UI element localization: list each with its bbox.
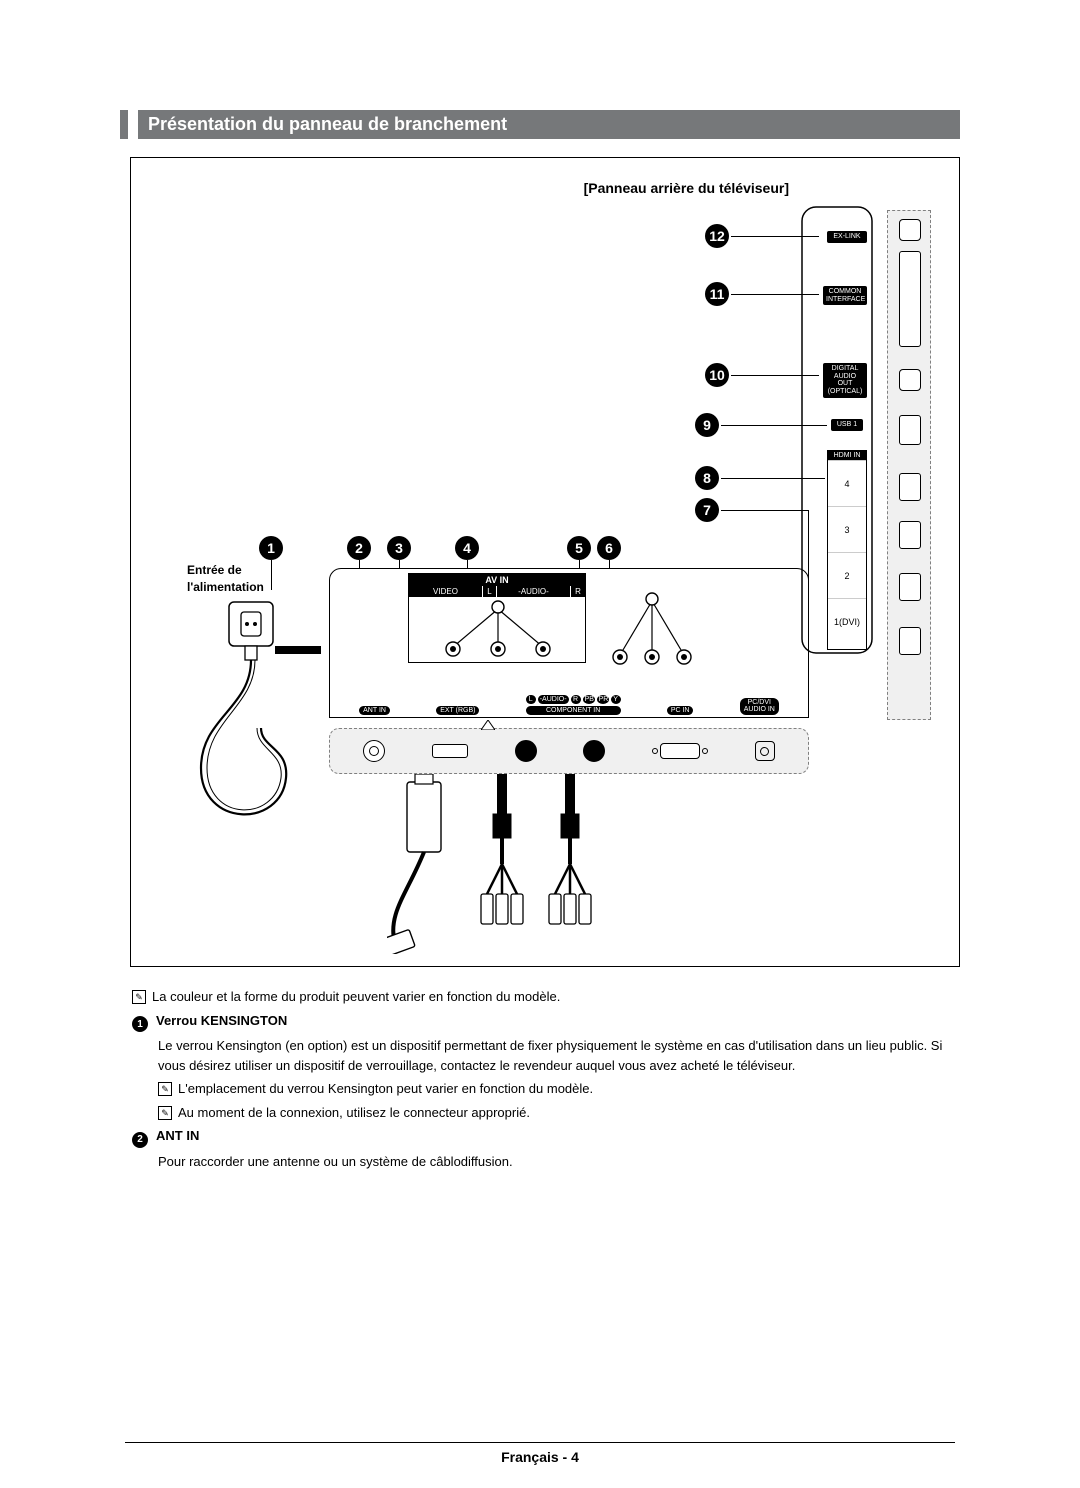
side-port-ci-slot [899,251,921,347]
av-video-label: VIDEO [409,586,483,597]
lead-7h [721,510,809,511]
item-2-header: 2 ANT IN [132,1126,960,1148]
pencil-note-icon: ✎ [158,1106,172,1120]
tray-jack-2-icon [583,740,605,762]
pcdvi-l1: PC/DVI [748,699,771,706]
av-audio-l: L [483,586,497,597]
connector-shelf: AV IN VIDEO L -AUDIO- R [329,568,809,718]
item-1-number: 1 [132,1016,148,1032]
tray-jack-1-icon [515,740,537,762]
callout-2: 2 [347,536,371,560]
tray-vga-icon [652,743,708,759]
callout-10: 10 [705,363,729,387]
callout-12: 12 [705,224,729,248]
callout-4: 4 [455,536,479,560]
tray-coax-icon [363,740,385,762]
page-footer: Français - 4 [120,1442,960,1465]
pencil-note-icon: ✎ [158,1082,172,1096]
av-in-box: AV IN VIDEO L -AUDIO- R [408,573,586,663]
comp-l: L [526,695,536,704]
pc-in-label: PC IN [667,706,694,715]
side-port-hdmi1 [899,627,921,655]
side-port-hdmi2 [899,573,921,601]
power-label-line2: l'alimentation [187,580,264,594]
general-note-text: La couleur et la forme du produit peuven… [152,989,560,1004]
ext-rgb-label: EXT (RGB) [436,706,479,715]
side-port-optical [899,369,921,391]
general-note-row: ✎ La couleur et la forme du produit peuve… [132,987,960,1007]
section-title-bar: Présentation du panneau de branchement [120,110,960,139]
comp-pb: PB [583,695,595,704]
rear-panel-outline-icon [801,206,881,656]
side-port-exlink [899,219,921,241]
comp-r: R [571,695,581,704]
callout-3: 3 [387,536,411,560]
item-2-title: ANT IN [156,1128,199,1143]
side-port-hdmi4 [899,473,921,501]
callout-5: 5 [567,536,591,560]
power-input-label: Entrée de l'alimentation [187,562,264,596]
callout-1: 1 [259,536,283,560]
diagram-frame: [Panneau arrière du téléviseur] EX-LINK … [130,157,960,967]
tray-scart-icon [432,744,468,758]
tray-audio-jack-icon [755,741,775,761]
item-2-body: Pour raccorder une antenne ou un système… [158,1152,960,1172]
comp-y: Y [611,695,621,704]
component-jack-tree-icon [592,583,712,673]
callout-6: 6 [597,536,621,560]
callout-8: 8 [695,466,719,490]
comp-pr: PR [597,695,609,704]
side-port-hdmi3 [899,521,921,549]
hanging-cables-icon [387,774,727,954]
callout-9: 9 [695,413,719,437]
rear-panel-label: [Panneau arrière du téléviseur] [584,180,789,196]
av-jack-tree-icon [409,597,587,659]
callout-7: 7 [695,498,719,522]
cable-tray [329,728,809,774]
footer-divider [125,1442,955,1443]
power-plug-icon [191,598,331,858]
pcdvi-l2: AUDIO IN [744,706,775,713]
power-label-line1: Entrée de [187,563,242,577]
side-port-usb [899,415,921,445]
av-audio-r: R [571,586,585,597]
pc-dvi-audio-label: PC/DVI AUDIO IN [740,698,779,715]
side-port-strip [887,210,931,720]
title-accent [120,110,128,139]
item-2-number: 2 [132,1132,148,1148]
item-1-header: 1 Verrou KENSINGTON [132,1011,960,1033]
section-title: Présentation du panneau de branchement [138,110,960,139]
item-1-title: Verrou KENSINGTON [156,1013,287,1028]
av-audio-label: -AUDIO- [497,586,571,597]
item-1-sub1-row: ✎ L'emplacement du verrou Kensington peut… [158,1079,960,1099]
callout-11: 11 [705,282,729,306]
shelf-bottom-labels: ANT IN EXT (RGB) L -AUDIO- R PB PR Y COM… [330,695,808,715]
item-1-sub1: L'emplacement du verrou Kensington peut … [178,1081,593,1096]
item-1-body: Le verrou Kensington (en option) est un … [158,1036,960,1075]
footer-text: Français - 4 [501,1449,579,1465]
lead-1v [271,560,272,590]
av-in-header: AV IN [409,574,585,586]
tray-arrow-icon [481,720,495,730]
item-1-sub2: Au moment de la connexion, utilisez le c… [178,1105,530,1120]
comp-audio: -AUDIO- [538,695,569,704]
av-in-subheader: VIDEO L -AUDIO- R [409,586,585,597]
notes-section: ✎ La couleur et la forme du produit peuve… [132,987,960,1171]
component-in-label: COMPONENT IN [526,706,621,715]
ant-in-label: ANT IN [359,706,390,715]
item-1-sub2-row: ✎ Au moment de la connexion, utilisez le … [158,1103,960,1123]
pencil-note-icon: ✎ [132,990,146,1004]
